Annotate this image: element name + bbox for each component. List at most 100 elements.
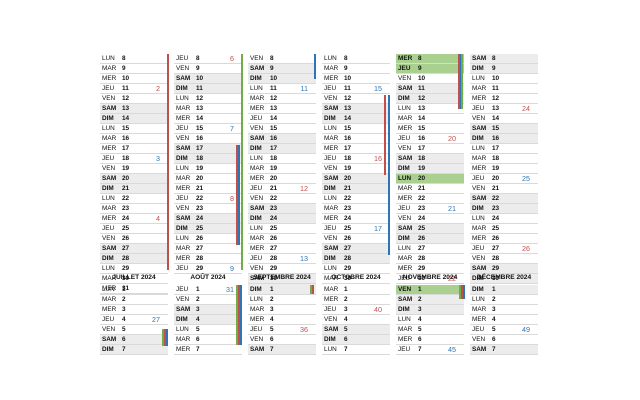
weekday-label: MAR <box>398 185 413 192</box>
day-row: MAR 5 <box>396 325 464 335</box>
day-number: 22 <box>492 195 500 202</box>
day-number: 9 <box>270 65 274 72</box>
day-row: DIM 3 <box>396 305 464 315</box>
day-number: 9 <box>492 65 496 72</box>
weekday-label: DIM <box>472 275 484 282</box>
day-row: VEN 24 <box>396 214 464 224</box>
weekday-label: MAR <box>250 165 265 172</box>
day-number: 20 <box>492 175 500 182</box>
week-number: 2 <box>156 84 160 93</box>
day-row: VEN 28 <box>470 254 538 264</box>
day-row: MAR 11 <box>470 84 538 94</box>
week-number: 49 <box>522 325 530 334</box>
weekday-label: LUN <box>472 75 485 82</box>
day-row: VEN 26 <box>322 234 390 244</box>
weekday-label: MER <box>324 296 339 303</box>
day-row: LUN 8 <box>322 54 390 64</box>
day-number: 22 <box>344 195 352 202</box>
month-column-may: MER 8 JEU 9 VEN 10 SAM 11 DIM 12 LUN 13 MAR 14 MER 15 JE… <box>396 54 464 294</box>
month-column-feb: JEU 8 6 VEN 9 SAM 10 DIM 11 LUN 12 MAR 13 MER 14 JEU 15 7… <box>174 54 242 274</box>
day-number: 15 <box>492 125 500 132</box>
day-number: 1 <box>418 286 422 293</box>
day-row: DIM 25 <box>174 224 242 234</box>
month-title-nov: NOVEMBRE 2024 <box>402 274 458 281</box>
weekday-label: DIM <box>472 65 484 72</box>
day-row: VEN 19 <box>322 164 390 174</box>
day-number: 16 <box>270 135 278 142</box>
weekday-label: MER <box>102 145 117 152</box>
day-row: VEN 4 <box>322 315 390 325</box>
day-number: 5 <box>344 326 348 333</box>
day-row: JEU 25 17 <box>322 224 390 234</box>
day-number: 5 <box>418 326 422 333</box>
weekday-label: SAM <box>176 145 191 152</box>
weekday-label: MAR <box>250 95 265 102</box>
day-number: 24 <box>344 215 352 222</box>
weekday-label: MAR <box>176 105 191 112</box>
weekday-label: MAR <box>398 326 413 333</box>
day-number: 17 <box>492 145 500 152</box>
day-number: 13 <box>344 105 352 112</box>
day-number: 4 <box>344 316 348 323</box>
day-row: MER 4 <box>248 315 316 325</box>
day-number: 18 <box>492 155 500 162</box>
day-row: MAR 30 <box>100 274 168 284</box>
day-row: LUN 29 <box>322 264 390 274</box>
day-row: SAM 8 <box>470 54 538 64</box>
weekday-label: MER <box>250 175 265 182</box>
day-row: JEU 13 24 <box>470 104 538 114</box>
day-row: JEU 5 49 <box>470 325 538 335</box>
day-number: 9 <box>196 65 200 72</box>
weekday-label: LUN <box>472 145 485 152</box>
day-number: 29 <box>418 265 426 272</box>
day-number: 19 <box>344 165 352 172</box>
weekday-label: DIM <box>250 286 262 293</box>
day-number: 25 <box>196 225 204 232</box>
day-row: LUN 24 <box>470 214 538 224</box>
day-number: 23 <box>344 205 352 212</box>
day-row: SAM 30 <box>248 274 316 284</box>
weekday-label: VEN <box>324 165 338 172</box>
weekday-label: SAM <box>250 346 265 353</box>
day-row: SAM 3 <box>174 305 242 315</box>
weekday-label: MAR <box>324 275 339 282</box>
weekday-label: LUN <box>398 175 412 182</box>
day-number: 6 <box>196 336 200 343</box>
day-number: 27 <box>344 245 352 252</box>
day-row: LUN 20 <box>396 174 464 184</box>
weekday-label: SAM <box>176 75 191 82</box>
weekday-label: JEU <box>324 306 337 313</box>
day-row: DIM 30 <box>470 274 538 284</box>
week-number: 9 <box>230 264 234 273</box>
day-row: VEN 19 <box>100 164 168 174</box>
weekday-label: MER <box>472 316 487 323</box>
day-row: JEU 7 45 <box>396 345 464 355</box>
day-number: 2 <box>492 296 496 303</box>
day-number: 8 <box>418 55 422 62</box>
weekday-label: MER <box>102 75 117 82</box>
weekday-label: SAM <box>398 85 413 92</box>
day-number: 12 <box>492 95 500 102</box>
day-row: JEU 1 31 <box>174 285 242 295</box>
weekday-label: LUN <box>102 265 115 272</box>
weekday-label: VEN <box>176 205 190 212</box>
day-row: DIM 28 <box>322 254 390 264</box>
weekday-label: LUN <box>176 95 189 102</box>
weekday-label: DIM <box>250 215 262 222</box>
week-number: 22 <box>448 274 456 283</box>
weekday-label: MAR <box>472 155 487 162</box>
day-row: MER 6 <box>396 335 464 345</box>
day-row: MAR 30 <box>322 274 390 284</box>
day-number: 7 <box>418 346 422 353</box>
day-number: 3 <box>270 306 274 313</box>
month-title-jul: JUILLET 2024 <box>112 274 156 281</box>
day-number: 4 <box>270 316 274 323</box>
day-number: 20 <box>418 175 426 182</box>
week-number: 25 <box>522 174 530 183</box>
day-number: 25 <box>418 225 426 232</box>
day-row: VEN 15 <box>248 124 316 134</box>
day-number: 2 <box>344 296 348 303</box>
day-number: 27 <box>122 245 130 252</box>
day-number: 15 <box>344 125 352 132</box>
day-row: VEN 23 <box>174 204 242 214</box>
